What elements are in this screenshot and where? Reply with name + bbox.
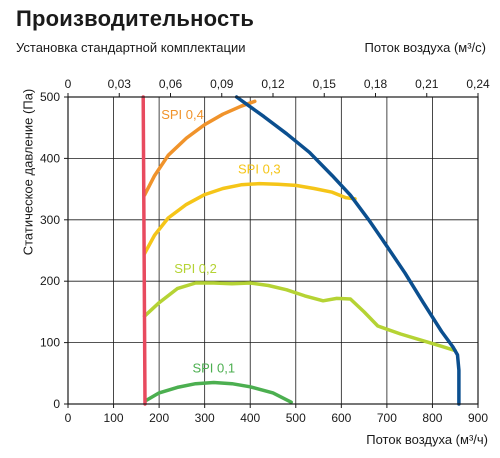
series-line-spi-0-4: [142, 99, 257, 197]
series-line-spi-0-2: [142, 281, 457, 353]
y-tick-label: 400: [40, 151, 60, 165]
series-line-spi-0-1: [143, 380, 293, 404]
x-tick-label: 300: [195, 411, 215, 425]
chart-subtitle: Установка стандартной комплектации: [16, 40, 246, 55]
x2-tick-label: 0,12: [261, 77, 285, 91]
x2-tick-label: 0,06: [159, 77, 183, 91]
y-tick-label: 300: [40, 213, 60, 227]
x-tick-label: 700: [377, 411, 397, 425]
x2-tick-label: 0,03: [108, 77, 132, 91]
plot-frame: [67, 96, 479, 405]
x2-tick-label: 0,24: [466, 77, 490, 91]
y-tick-label: 100: [40, 336, 60, 350]
y-tick-label: 500: [40, 90, 60, 104]
y-tick-label: 200: [40, 274, 60, 288]
curves: [141, 95, 461, 406]
series-label: SPI 0,4: [161, 107, 204, 122]
series-line-макс-поток: [234, 95, 461, 406]
x2-tick-label: 0: [65, 77, 72, 91]
series-line-spi-0-3: [142, 181, 357, 256]
x-tick-label: 200: [149, 411, 169, 425]
x-tick-label: 0: [65, 411, 72, 425]
chart-title: Производительность: [16, 6, 255, 31]
x-tick-label: 600: [331, 411, 351, 425]
x2-axis-label: Поток воздуха (м³/с): [364, 40, 486, 55]
x-tick-label: 400: [240, 411, 260, 425]
y-tick-label: 0: [53, 397, 60, 411]
x2-tick-label: 0,21: [415, 77, 439, 91]
series-label: SPI 0,1: [192, 361, 235, 376]
series-labels: SPI 0,1 SPI 0,2 SPI 0,3 SPI 0,4: [161, 107, 280, 376]
tick-labels: 0 100 200 300 400 500 600 700 800 900 0 100 200 300 40…: [40, 77, 490, 425]
x-tick-label: 900: [468, 411, 488, 425]
grid: [68, 97, 478, 404]
x-tick-label: 500: [286, 411, 306, 425]
series-label: SPI 0,2: [174, 261, 217, 276]
x2-tick-label: 0,18: [364, 77, 388, 91]
x-tick-label: 800: [422, 411, 442, 425]
series-label: SPI 0,3: [238, 162, 281, 177]
x2-tick-label: 0,09: [210, 77, 234, 91]
series-line-мин-поток: [141, 95, 147, 406]
x-axis-label: Поток воздуха (м³/ч): [366, 432, 488, 447]
x2-tick-label: 0,15: [313, 77, 337, 91]
x-tick-label: 100: [104, 411, 124, 425]
